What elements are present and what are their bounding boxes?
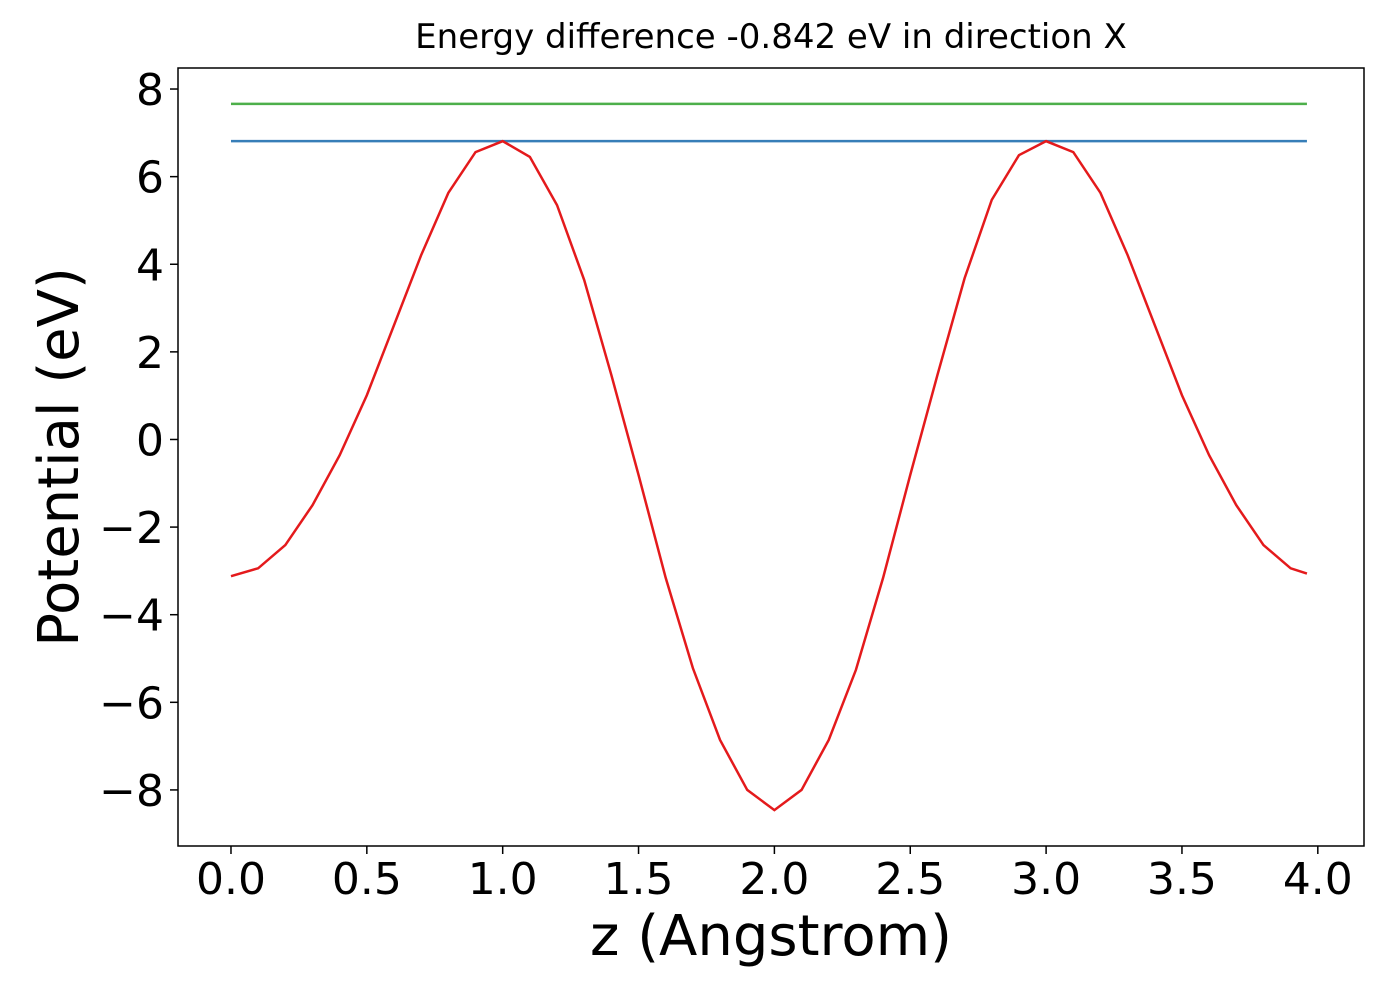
y-tick-label: 8 — [136, 65, 164, 116]
x-tick-label: 0.0 — [196, 854, 266, 905]
x-tick-label: 1.0 — [468, 854, 538, 905]
y-tick-label: −2 — [99, 503, 164, 554]
plot-frame — [177, 67, 1365, 847]
x-tick-label: 3.5 — [1147, 854, 1217, 905]
y-tick-label: 0 — [136, 415, 164, 466]
chart-title: Energy difference -0.842 eV in direction… — [415, 17, 1127, 57]
line-series — [230, 139, 1308, 812]
x-tick-label: 0.5 — [332, 854, 402, 905]
x-tick-label: 4.0 — [1283, 854, 1353, 905]
x-tick-label: 3.0 — [1011, 854, 1081, 905]
x-tick-label: 2.5 — [875, 854, 945, 905]
y-axis-label: Potential (eV) — [27, 267, 92, 647]
y-tick-label: 6 — [136, 153, 164, 204]
y-tick-label: −8 — [99, 766, 164, 817]
y-tick-label: −4 — [99, 591, 164, 642]
x-axis-label: z (Angstrom) — [590, 904, 952, 969]
y-tick-label: 2 — [136, 328, 164, 379]
x-tick-label: 2.0 — [739, 854, 809, 905]
x-tick-label: 1.5 — [604, 854, 674, 905]
y-tick-label: 4 — [136, 240, 164, 291]
y-tick-label: −6 — [99, 678, 164, 729]
